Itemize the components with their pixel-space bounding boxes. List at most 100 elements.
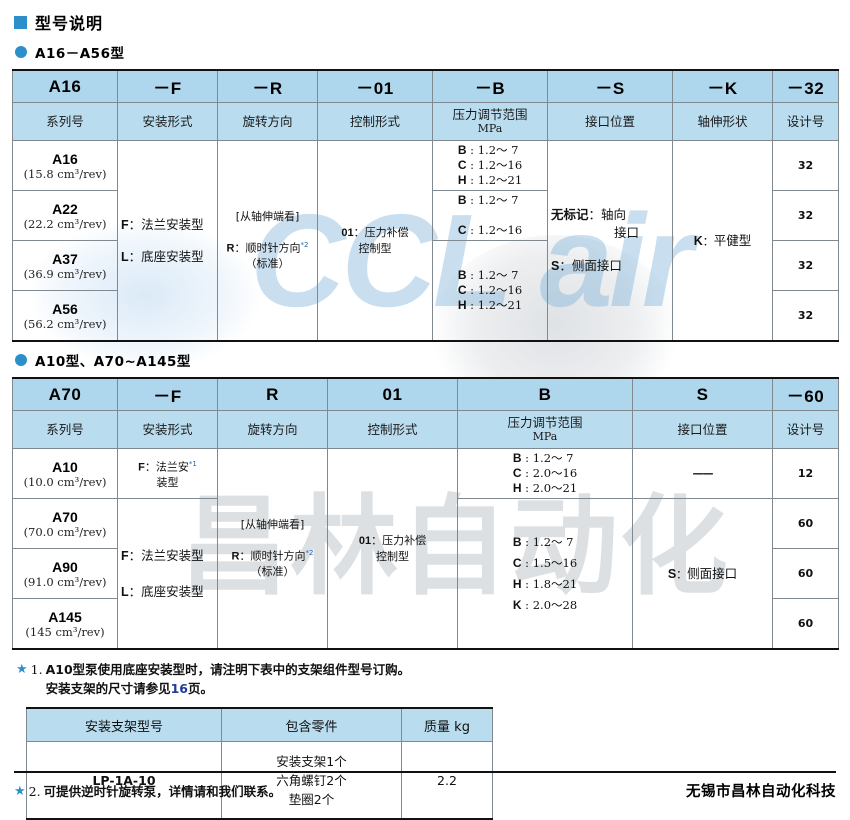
- series-name: A16: [52, 150, 78, 167]
- table2-designno-0: 12: [772, 448, 839, 499]
- table-row: A56 (56.2 cm³/rev) 32: [12, 290, 839, 342]
- port-text-side: 侧面接口: [571, 258, 622, 273]
- port-option-none: 无标记：轴向: [551, 207, 627, 222]
- table2-rotation-cell: [从轴伸端看] R：顺时针方向*2 （标准）: [217, 448, 328, 650]
- table1-control-cell: 01：压力补偿 控制型: [317, 140, 433, 342]
- note-1-line2-post: 页。: [188, 681, 214, 696]
- table1-designno-2: 32: [772, 240, 839, 291]
- mounting-option-f-a10: F：法兰安*1: [138, 459, 197, 474]
- port-text-none-line2: 接口: [613, 225, 639, 240]
- series-displacement: (22.2 cm³/rev): [23, 216, 107, 231]
- footnote-marker-2: *2: [305, 548, 314, 557]
- table1-code-6: －K: [672, 69, 773, 103]
- control-text-line2: 控制型: [358, 241, 392, 255]
- series-displacement: (56.2 cm³/rev): [23, 316, 107, 331]
- table1-code-row: A16 －F －R －01 －B －S －K －32: [12, 69, 839, 103]
- mounting-code-l: L: [121, 584, 129, 599]
- subtitle-table2: A10型、A70~A145型: [15, 350, 838, 370]
- rotation-code: R: [231, 550, 240, 563]
- subtitle-table1-text: A16－A56型: [35, 46, 125, 62]
- table1-label-4: 压力调节范围 MPa: [432, 102, 548, 141]
- table2-label-2: 旋转方向: [217, 410, 328, 449]
- series-displacement: (36.9 cm³/rev): [23, 266, 107, 281]
- mounting-text-l: 底座安装型: [141, 248, 204, 264]
- port-code-none: 无标记: [551, 208, 589, 222]
- rotation-text: 顺时针方向: [250, 549, 306, 563]
- mounting-option-f: F：法兰安装型: [121, 547, 204, 563]
- table1-code-4: －B: [432, 69, 548, 103]
- rotation-view-note: [从轴伸端看]: [235, 209, 300, 223]
- control-option: 01：压力补偿: [341, 225, 409, 239]
- rotation-option: R：顺时针方向*2: [231, 548, 314, 563]
- rotation-code: R: [226, 242, 235, 255]
- table1-rotation-cell: [从轴伸端看] R：顺时针方向*2 （标准）: [217, 140, 318, 342]
- square-marker-icon: [14, 15, 27, 29]
- table1-pressure-2: B : 1.2～ 7 C : 1.2～16 H : 1.2～21: [432, 240, 548, 342]
- port-text-side: 侧面接口: [687, 565, 738, 581]
- table2-designno-2: 60: [772, 548, 839, 599]
- table2-label-0: 系列号: [12, 410, 118, 449]
- table1-pressure-1: B : 1.2～ 7 C : 1.2～16: [432, 190, 548, 241]
- rotation-option: R：顺时针方向*2: [226, 240, 309, 255]
- note-2: ★ 2. 可提供逆时针旋转泵，详情请和我们联系。: [14, 782, 281, 801]
- port-code-side: S: [551, 259, 560, 273]
- table1-code-1: －F: [117, 69, 218, 103]
- table1-port-cell: 无标记：轴向 接口 S：侧面接口: [547, 140, 673, 342]
- table1-label-row: 系列号 安装形式 旋转方向 控制形式 压力调节范围 MPa 接口位置 轴伸形状 …: [12, 102, 839, 141]
- table2-series-3: A145 (145 cm³/rev): [12, 598, 118, 650]
- table2-mounting-a10: F：法兰安*1 装型: [117, 448, 218, 499]
- footnote-marker-2: *2: [300, 240, 309, 249]
- star-icon: ★: [14, 784, 26, 799]
- rotation-standard: （标准）: [250, 565, 295, 579]
- note-1-line2-pre: 安装支架的尺寸请参见: [45, 681, 171, 696]
- note-1-page-ref[interactable]: 16: [170, 681, 189, 696]
- table-row: A145 (145 cm³/rev) 60: [12, 598, 839, 650]
- table1-shaft-cell: K：平健型: [672, 140, 773, 342]
- series-name: A22: [52, 200, 78, 217]
- table2-designno-1: 60: [772, 498, 839, 549]
- series-name: A145: [48, 608, 82, 625]
- table1-series-0: A16 (15.8 cm³/rev): [12, 140, 118, 191]
- table-row: A90 (91.0 cm³/rev) 60: [12, 548, 839, 599]
- pressure-range-group: B : 1.2～ 7 C : 1.2～16 H : 1.2～21: [457, 268, 523, 312]
- company-name: 无锡市昌林自动化科技: [686, 784, 836, 800]
- shaft-option: K：平健型: [693, 232, 752, 248]
- table-row: A16 (15.8 cm³/rev) F：法兰安装型 L：底座安装型 [从轴伸端…: [12, 140, 839, 342]
- table1-code-5: －S: [547, 69, 673, 103]
- table1-code-7: －32: [772, 69, 839, 103]
- mounting-text-f-a10-line2: 装型: [156, 476, 179, 490]
- table-row: A10 (10.0 cm³/rev) F：法兰安*1 装型 [从轴伸端看] R：…: [12, 448, 839, 650]
- bracket-header-row: 安装支架型号 包含零件 质量 kg: [26, 707, 493, 742]
- table2-code-row: A70 －F R 01 B S －60: [12, 377, 839, 411]
- page-title: 型号说明: [14, 10, 838, 34]
- table1-label-1: 安装形式: [117, 102, 218, 141]
- bracket-header-1: 包含零件: [221, 707, 402, 742]
- note-2-body: 可提供逆时针旋转泵，详情请和我们联系。: [43, 784, 282, 799]
- series-displacement: (70.0 cm³/rev): [23, 524, 107, 539]
- control-text-line2: 控制型: [376, 549, 409, 563]
- table2-mounting-cell: F：法兰安装型 L：底座安装型: [117, 498, 218, 650]
- rotation-standard: （标准）: [245, 257, 290, 271]
- series-name: A37: [52, 250, 78, 267]
- note-1-number: 1.: [30, 662, 43, 677]
- table2-code-6: －60: [772, 377, 839, 411]
- table1-designno-1: 32: [772, 190, 839, 241]
- table2-label-1: 安装形式: [117, 410, 218, 449]
- control-code: 01: [358, 534, 372, 547]
- bracket-parts-table: 安装支架型号 包含零件 质量 kg LP-1A-10 安装支架1个 六角螺钉2个…: [26, 707, 493, 820]
- table2-pressure-rest: B : 1.2～ 7 C : 1.5～16 H : 1.8～21 K : 2.0…: [457, 498, 633, 650]
- mounting-text-f: 法兰安装型: [141, 547, 204, 563]
- page-body: 型号说明 A16－A56型 A16 －F －R －01 －B －S －K －32…: [0, 10, 850, 820]
- bracket-header-2-text: 质量 kg: [424, 719, 470, 735]
- mounting-option-f: F：法兰安装型: [121, 216, 204, 232]
- table2-code-5: S: [632, 377, 773, 411]
- note-1-body: A10型泵使用底座安装型时，请注明下表中的支架组件型号订购。 安装支架的尺寸请参…: [46, 660, 411, 698]
- table1-designno-3: 32: [772, 290, 839, 342]
- shaft-text: 平健型: [713, 232, 752, 248]
- series-displacement: (145 cm³/rev): [25, 624, 105, 639]
- table2-series-0: A10 (10.0 cm³/rev): [12, 448, 118, 499]
- rotation-text: 顺时针方向: [245, 241, 301, 255]
- note-1-line1: A10型泵使用底座安装型时，请注明下表中的支架组件型号订购。: [45, 662, 411, 677]
- series-name: A70: [52, 508, 78, 525]
- table2-label-5: 接口位置: [632, 410, 773, 449]
